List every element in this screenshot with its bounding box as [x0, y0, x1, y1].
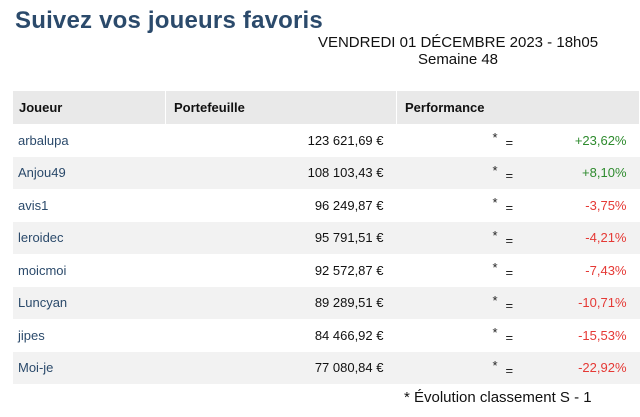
rank-equal-sign: =	[505, 362, 514, 378]
players-table: Joueur Portefeuille Performance arbalupa…	[13, 91, 640, 384]
performance-value: -4,21%	[585, 230, 627, 246]
player-name-link[interactable]: Anjou49	[18, 165, 66, 181]
date-line: VENDREDI 01 DÉCEMBRE 2023 - 18h05	[317, 34, 599, 51]
player-name-link[interactable]: jipes	[18, 327, 45, 343]
player-name-link[interactable]: leroidec	[18, 230, 64, 246]
player-name-link[interactable]: Luncyan	[18, 295, 68, 311]
performance-value: -7,43%	[585, 262, 627, 278]
portfolio-value: 77 080,84 €	[314, 360, 384, 376]
player-name-link[interactable]: moicmoi	[18, 262, 67, 278]
performance-value: -15,53%	[578, 327, 627, 343]
rank-star: *	[492, 325, 498, 340]
table-row: Luncyan 89 289,51 € * = -10,71%	[13, 286, 640, 319]
date-header: VENDREDI 01 DÉCEMBRE 2023 - 18h05 Semain…	[298, 34, 618, 68]
table-row: Moi-je 77 080,84 € * = -22,92%	[13, 351, 640, 384]
table-row: Anjou49 108 103,43 € * = +8,10%	[13, 156, 640, 189]
performance-value: -10,71%	[578, 295, 627, 311]
week-line: Semaine 48	[417, 51, 499, 68]
portfolio-value: 108 103,43 €	[307, 165, 384, 181]
rank-equal-sign: =	[505, 330, 514, 345]
rank-equal-sign: =	[505, 265, 514, 280]
player-name-link[interactable]: arbalupa	[18, 132, 69, 148]
table-header-row: Joueur Portefeuille Performance	[13, 91, 640, 124]
portfolio-value: 92 572,87 €	[314, 262, 384, 278]
player-name-link[interactable]: avis1	[18, 197, 49, 213]
column-header-player: Joueur	[13, 91, 166, 124]
performance-value: +8,10%	[582, 165, 627, 181]
rank-star: *	[492, 130, 498, 145]
footnote: * Évolution classement S - 1	[404, 389, 592, 406]
portfolio-value: 96 249,87 €	[314, 197, 384, 213]
table-row: jipes 84 466,92 € * = -15,53%	[13, 319, 640, 352]
rank-star: *	[492, 227, 498, 243]
performance-value: +23,62%	[574, 132, 627, 148]
performance-value: -3,75%	[585, 197, 627, 213]
table-row: arbalupa 123 621,69 € * = +23,62%	[13, 124, 640, 157]
rank-equal-sign: =	[505, 200, 514, 215]
table-row: leroidec 95 791,51 € * = -4,21%	[13, 221, 640, 254]
table-row: avis1 96 249,87 € * = -3,75%	[13, 189, 640, 222]
rank-equal-sign: =	[505, 232, 514, 248]
page-title: Suivez vos joueurs favoris	[15, 7, 323, 34]
rank-star: *	[492, 357, 498, 373]
column-header-portfolio: Portefeuille	[165, 91, 397, 124]
rank-star: *	[492, 260, 498, 275]
rank-star: *	[492, 162, 498, 178]
performance-value: -22,92%	[578, 360, 627, 376]
rank-equal-sign: =	[505, 297, 514, 313]
table-body: arbalupa 123 621,69 € * = +23,62% Anjou49 108 …	[13, 124, 640, 384]
rank-star: *	[492, 195, 498, 210]
portfolio-value: 89 289,51 €	[314, 295, 384, 311]
portfolio-value: 123 621,69 €	[307, 132, 384, 148]
table-row: moicmoi 92 572,87 € * = -7,43%	[13, 254, 640, 287]
player-name-link[interactable]: Moi-je	[18, 360, 54, 376]
portfolio-value: 95 791,51 €	[314, 230, 384, 246]
portfolio-value: 84 466,92 €	[314, 327, 384, 343]
rank-equal-sign: =	[505, 167, 514, 183]
rank-star: *	[492, 292, 498, 308]
column-header-performance: Performance	[396, 91, 640, 124]
rank-equal-sign: =	[505, 135, 514, 150]
